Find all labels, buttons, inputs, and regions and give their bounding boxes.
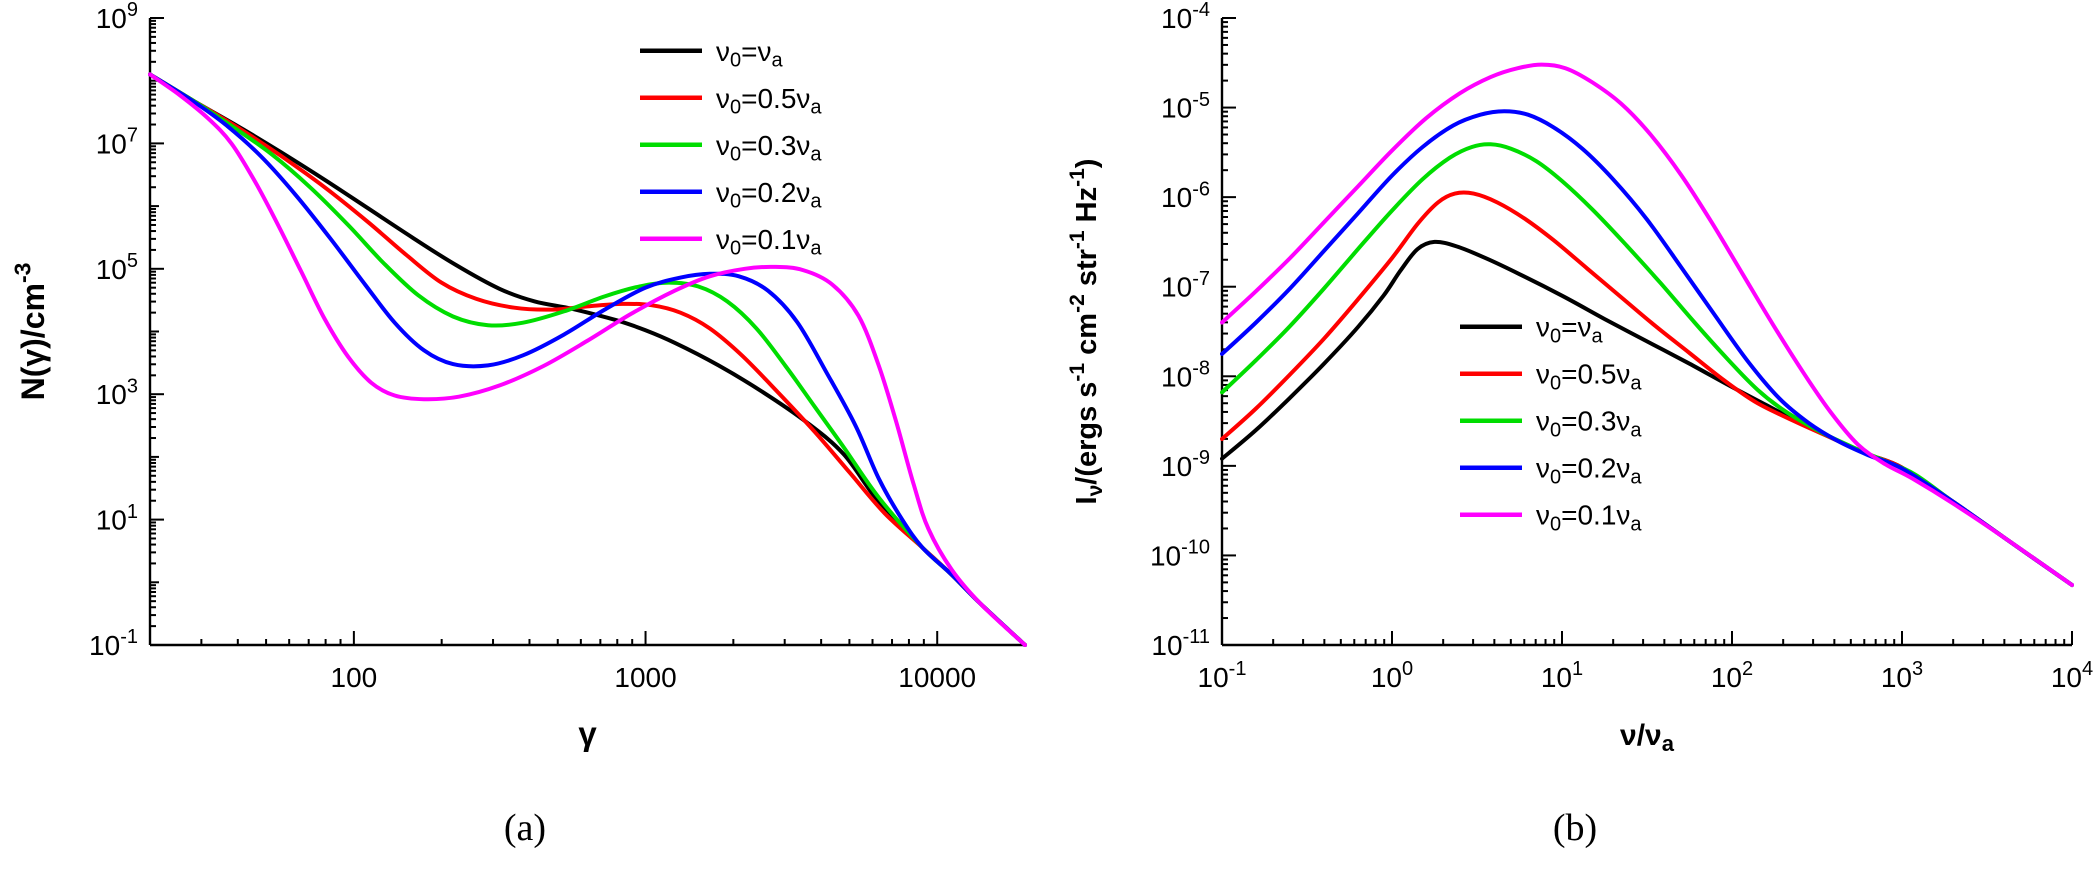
legend-label-nu0-0p1nua: ν0=0.1νa: [716, 224, 822, 260]
svg-text:100: 100: [1371, 658, 1413, 693]
svg-text:101: 101: [1541, 658, 1583, 693]
svg-text:104: 104: [2051, 658, 2093, 693]
series-nu0-0p2nua: [1220, 109, 2074, 587]
legend-label-nu0-0p2nua: ν0=0.2νa: [716, 177, 822, 213]
legend-label-nu0-0p1nua: ν0=0.1νa: [1536, 500, 1642, 536]
series-nu0-0p1nua: [148, 72, 1027, 647]
series-nu0-0p2nua: [148, 72, 1027, 647]
series-nu0-0p5nua: [1220, 190, 2074, 587]
legend-label-nu0-0p5nua: ν0=0.5νa: [1536, 359, 1642, 395]
legend: ν0=νa ν0=0.5νa ν0=0.3νa ν0=0.2νa ν0=0.1νa: [1460, 312, 1642, 536]
legend: ν0=νa ν0=0.5νa ν0=0.3νa ν0=0.2νa ν0=0.1νa: [640, 36, 822, 260]
svg-text:103: 103: [96, 375, 138, 410]
chart-b: 10-1 100 101 102 103 104 10-11 10-10 10-9 10-8 10-…: [1050, 0, 2100, 760]
svg-text:109: 109: [96, 0, 138, 34]
svg-text:1000: 1000: [614, 662, 676, 693]
svg-text:10-1: 10-1: [1198, 658, 1247, 693]
svg-text:10-6: 10-6: [1161, 178, 1210, 213]
svg-text:10-5: 10-5: [1161, 89, 1210, 124]
svg-text:107: 107: [96, 125, 138, 160]
series-nu0-0p3nua: [148, 72, 1027, 647]
legend-label-nu0-eq-nua: ν0=νa: [1536, 312, 1603, 348]
series-nu0-0p1nua: [1220, 62, 2074, 587]
y-axis-title: Iν/(ergs s-1 cm-2 str-1 Hz-1): [1066, 159, 1107, 505]
svg-text:10-1: 10-1: [89, 626, 138, 661]
svg-text:10-7: 10-7: [1161, 268, 1210, 303]
svg-text:10-10: 10-10: [1150, 537, 1210, 572]
legend-label-nu0-0p3nua: ν0=0.3νa: [716, 130, 822, 166]
svg-text:105: 105: [96, 250, 138, 285]
caption-a: (a): [503, 807, 547, 849]
tick-labels: 10-1 100 101 102 103 104 10-11 10-10 10-9 10-8 10-…: [1150, 0, 2093, 693]
svg-text:10-8: 10-8: [1161, 357, 1210, 392]
legend-label-nu0-0p5nua: ν0=0.5νa: [716, 83, 822, 119]
svg-text:10-11: 10-11: [1151, 626, 1210, 661]
series-group: [148, 72, 1027, 647]
svg-text:102: 102: [1711, 658, 1753, 693]
panel-b: 10-1 100 101 102 103 104 10-11 10-10 10-9 10-8 10-…: [1050, 0, 2100, 889]
series-group: [1220, 62, 2074, 587]
legend-label-nu0-0p2nua: ν0=0.2νa: [1536, 453, 1642, 489]
svg-text:10-4: 10-4: [1161, 0, 1210, 34]
panel-a: 100 1000 10000 10-1 101 103 105 107 109 ν0=νa ν0=0…: [0, 0, 1050, 849]
legend-label-nu0-eq-nua: ν0=νa: [716, 36, 783, 72]
axes: [1220, 18, 2072, 647]
axes: [148, 18, 1025, 647]
series-nu0-eq-nua: [1220, 239, 2074, 587]
legend-label-nu0-0p3nua: ν0=0.3νa: [1536, 406, 1642, 442]
svg-text:103: 103: [1881, 658, 1923, 693]
svg-text:10000: 10000: [898, 662, 976, 693]
series-nu0-0p3nua: [1220, 142, 2074, 587]
svg-text:101: 101: [96, 501, 138, 536]
svg-text:100: 100: [331, 662, 378, 693]
x-axis-title: γ: [578, 715, 597, 752]
series-nu0-0p5nua: [148, 72, 1027, 647]
chart-a: 100 1000 10000 10-1 101 103 105 107 109 ν0=νa ν0=0…: [0, 0, 1050, 760]
caption-b: (b): [1552, 807, 1598, 849]
tick-labels: 100 1000 10000 10-1 101 103 105 107 109: [89, 0, 976, 693]
ticks: [1221, 17, 2073, 646]
y-axis-title: N(γ)/cm-3: [10, 263, 51, 401]
x-axis-title: ν/νa: [1620, 719, 1675, 756]
svg-text:10-9: 10-9: [1161, 447, 1210, 482]
